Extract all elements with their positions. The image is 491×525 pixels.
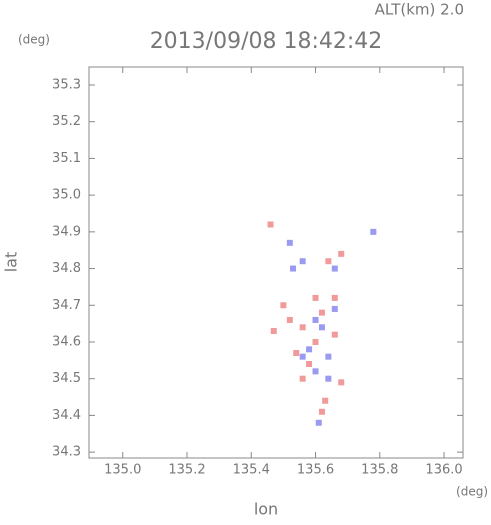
point (312, 316, 319, 323)
x-tick-label: 136.0 (425, 463, 462, 478)
point (270, 327, 277, 334)
y-tick-label: 35.2 (52, 114, 81, 129)
point (286, 316, 293, 323)
y-tick-label: 34.3 (52, 445, 81, 460)
point (325, 258, 332, 265)
point (306, 361, 313, 368)
point (306, 346, 313, 353)
point (370, 228, 377, 235)
point (325, 353, 332, 360)
y-tick-label: 34.4 (52, 408, 81, 423)
y-tick-label: 35.0 (52, 188, 81, 203)
point (322, 397, 329, 404)
point (331, 265, 338, 272)
point (312, 294, 319, 301)
point (299, 324, 306, 331)
x-tick-label: 135.2 (168, 463, 205, 478)
y-tick-label: 34.9 (52, 224, 81, 239)
x-tick-label: 135.4 (233, 463, 270, 478)
point (299, 353, 306, 360)
point (318, 309, 325, 316)
y-axis-label: lat (2, 252, 21, 273)
x-tick-label: 135.8 (361, 463, 398, 478)
x-tick-label: 135.6 (297, 463, 334, 478)
x-unit: (deg) (456, 485, 488, 499)
y-unit: (deg) (18, 33, 50, 47)
y-tick-label: 34.5 (52, 371, 81, 386)
point (312, 368, 319, 375)
point (267, 221, 274, 228)
point (318, 324, 325, 331)
x-tick-label: 135.0 (104, 463, 141, 478)
point (325, 375, 332, 382)
point (338, 379, 345, 386)
point (280, 302, 287, 309)
point (290, 265, 297, 272)
x-axis-label: lon (254, 500, 278, 519)
plot-frame (88, 66, 464, 459)
chart-title: 2013/09/08 18:42:42 (150, 29, 383, 54)
point (299, 375, 306, 382)
subtitle: ALT(km) 2.0 (375, 1, 464, 19)
point (338, 250, 345, 257)
point (286, 239, 293, 246)
point (331, 331, 338, 338)
y-tick-label: 34.6 (52, 334, 81, 349)
point (315, 419, 322, 426)
point (293, 349, 300, 356)
y-tick-label: 35.1 (52, 151, 81, 166)
point (331, 294, 338, 301)
point (318, 408, 325, 415)
y-tick-label: 34.7 (52, 298, 81, 313)
y-tick-label: 35.3 (52, 77, 81, 92)
point (312, 338, 319, 345)
point (331, 305, 338, 312)
y-tick-label: 34.8 (52, 261, 81, 276)
point (299, 258, 306, 265)
